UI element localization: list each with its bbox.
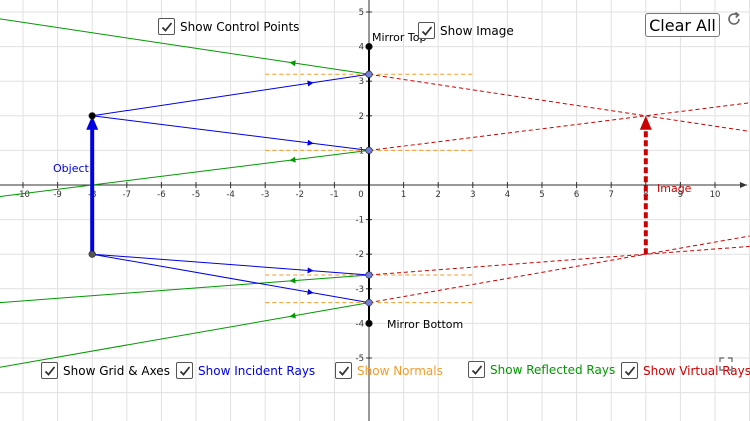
incident-ray [92, 73, 370, 117]
reflected-ray-arrow [289, 312, 296, 319]
virtual-ray [368, 73, 750, 132]
incident-ray [92, 115, 370, 151]
x-tick-label: 3 [470, 190, 475, 200]
x-tick-label: -7 [123, 190, 131, 200]
object-and-image-arrows [86, 115, 652, 255]
show-normals-label: Show Normals [357, 363, 443, 378]
x-tick-label: 9 [678, 190, 683, 200]
x-tick-label: -2 [296, 190, 304, 200]
hit-point[interactable] [365, 146, 373, 154]
reflected-ray-arrow [289, 277, 296, 284]
virtual-ray [368, 102, 750, 151]
mirror-bottom-point[interactable] [365, 319, 373, 328]
show-image-checkbox[interactable]: Show Image [418, 22, 514, 39]
checkmark-icon [621, 362, 638, 379]
mirror-top-point[interactable] [365, 42, 373, 51]
show-incident-rays-checkbox[interactable]: Show Incident Rays [176, 362, 315, 379]
x-tick-label: 0 [358, 190, 363, 200]
axis-tick-labels: -10-9-8-7-6-5-4-3-2-101234567891054321-1… [16, 8, 720, 364]
x-tick-label: -4 [226, 190, 234, 200]
x-tick-label: 2 [435, 190, 440, 200]
reflected-rays [0, 18, 370, 368]
show-image-label: Show Image [440, 23, 514, 38]
reflected-ray [0, 274, 370, 304]
y-tick-label: -2 [356, 250, 364, 260]
show-grid-axes-label: Show Grid & Axes [63, 363, 170, 378]
show-incident-rays-label: Show Incident Rays [198, 363, 316, 378]
reflected-ray [0, 149, 370, 198]
hit-point[interactable] [365, 299, 373, 307]
reflected-ray [0, 18, 370, 75]
x-tick-label: 6 [574, 190, 579, 200]
x-tick-label: 1 [401, 190, 406, 200]
show-virtual-rays-label: Show Virtual Rays [643, 363, 750, 378]
checkmark-icon [176, 362, 193, 379]
reset-icon[interactable] [725, 10, 743, 28]
incident-ray-arrow [307, 288, 314, 295]
hit-point[interactable] [365, 70, 373, 78]
y-tick-label: -4 [356, 319, 364, 329]
x-tick-label: -3 [261, 190, 269, 200]
object-bottom-point[interactable] [88, 250, 96, 258]
x-tick-label: -9 [53, 190, 61, 200]
virtual-rays [368, 73, 750, 304]
reflected-ray-arrow [289, 60, 296, 67]
show-control-points-checkbox[interactable]: Show Control Points [158, 18, 299, 35]
mirror-top-label: Mirror Top [372, 31, 426, 44]
virtual-ray [368, 245, 750, 276]
show-normals-checkbox[interactable]: Show Normals [335, 362, 443, 379]
y-tick-label: 2 [359, 112, 364, 122]
x-tick-label: -10 [16, 190, 30, 200]
incident-ray-arrow [307, 267, 314, 274]
show-control-points-label: Show Control Points [180, 19, 300, 34]
incident-ray [92, 253, 370, 304]
checkmark-icon [335, 362, 352, 379]
y-tick-label: 5 [359, 8, 364, 18]
show-reflected-rays-checkbox[interactable]: Show Reflected Rays [468, 361, 615, 378]
incident-ray-arrow [307, 80, 314, 87]
image-label: Image [657, 182, 692, 195]
checkmark-icon [158, 18, 175, 35]
virtual-ray [368, 235, 750, 304]
x-axis-arrow [740, 182, 747, 188]
reflected-ray-arrow [289, 156, 296, 163]
show-virtual-rays-checkbox[interactable]: Show Virtual Rays [621, 362, 750, 379]
y-tick-label: -3 [356, 285, 364, 295]
checkmark-icon [418, 22, 435, 39]
scene-labels: Mirror Top Mirror Bottom Object Image [53, 31, 692, 331]
checkmark-icon [468, 361, 485, 378]
y-tick-label: -1 [356, 216, 364, 226]
image-arrow-head [639, 115, 652, 130]
incident-ray [92, 253, 370, 276]
checkmark-icon [41, 362, 58, 379]
clear-all-button[interactable]: Clear All [645, 13, 720, 37]
incident-rays [92, 73, 370, 304]
x-tick-label: 7 [608, 190, 613, 200]
x-tick-label: -1 [330, 190, 338, 200]
y-tick-label: -5 [356, 354, 364, 364]
control-points[interactable] [88, 42, 373, 328]
x-tick-label: -5 [192, 190, 200, 200]
object-arrow-head [86, 115, 99, 130]
show-reflected-rays-label: Show Reflected Rays [490, 362, 616, 377]
hit-point[interactable] [365, 271, 373, 279]
x-tick-label: 4 [505, 190, 510, 200]
x-tick-label: 5 [539, 190, 544, 200]
fullscreen-icon[interactable] [718, 356, 734, 372]
incident-ray-arrow [307, 139, 314, 146]
show-grid-axes-checkbox[interactable]: Show Grid & Axes [41, 362, 170, 379]
object-top-point[interactable] [88, 112, 96, 120]
x-tick-label: 10 [710, 190, 721, 200]
object-label: Object [53, 162, 90, 175]
reflected-ray [0, 302, 370, 368]
mirror-bottom-label: Mirror Bottom [387, 318, 463, 331]
y-tick-label: 3 [359, 77, 364, 87]
y-tick-label: 4 [359, 43, 364, 53]
x-tick-label: -6 [157, 190, 165, 200]
